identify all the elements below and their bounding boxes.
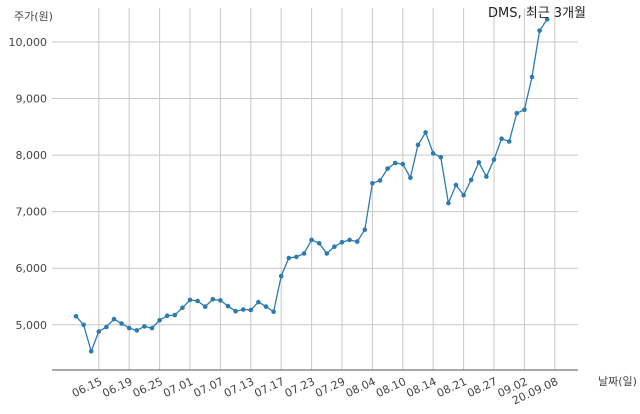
data-point	[453, 182, 459, 188]
x-tick-label: 08.04	[344, 375, 378, 400]
data-point	[126, 325, 132, 331]
data-point	[529, 74, 535, 80]
x-tick-label: 06.25	[131, 375, 165, 400]
data-point	[301, 251, 307, 256]
data-point	[240, 307, 246, 312]
data-point	[149, 325, 155, 331]
data-point	[438, 155, 444, 160]
data-point	[180, 305, 185, 311]
data-point	[294, 254, 299, 260]
data-point	[248, 307, 254, 313]
data-point	[142, 324, 147, 329]
data-point	[96, 329, 102, 334]
data-point	[339, 239, 345, 245]
data-point	[362, 227, 368, 232]
data-point	[218, 298, 223, 303]
data-point	[195, 298, 200, 304]
data-point	[499, 136, 504, 141]
data-point	[392, 160, 398, 166]
x-axis-tick-labels: 06.1506.1906.2507.0107.0707.1307.1707.23…	[70, 375, 560, 407]
data-point	[544, 17, 550, 22]
data-point	[476, 160, 482, 165]
data-point	[172, 312, 178, 318]
x-tick-label: 07.01	[161, 375, 195, 400]
y-axis-tick-labels: 5,000 6,000 7,000 8,000 9,000 10,000	[9, 36, 48, 332]
data-point	[385, 166, 390, 171]
data-point	[225, 303, 231, 309]
data-point	[316, 241, 322, 246]
price-series-points	[73, 17, 550, 354]
x-axis-title: 날짜(일)	[598, 374, 637, 388]
data-point	[537, 28, 542, 33]
data-point	[415, 142, 421, 148]
data-point	[202, 304, 208, 309]
y-tick-label: 7,000	[16, 206, 48, 219]
data-point	[347, 237, 352, 243]
y-tick-label: 9,000	[16, 93, 48, 106]
x-tick-label: 07.23	[283, 375, 317, 400]
x-tick-label: 08.14	[404, 375, 438, 400]
x-tick-label: 08.27	[465, 375, 499, 400]
data-point	[461, 192, 466, 198]
x-tick-label: 08.10	[374, 375, 408, 400]
chart-title: DMS, 최근 3개월	[488, 6, 586, 21]
x-tick-label: 07.17	[252, 375, 286, 400]
data-point	[484, 174, 489, 179]
data-point	[286, 255, 292, 261]
data-point	[506, 139, 512, 144]
data-point	[271, 309, 276, 315]
data-point	[370, 181, 375, 186]
data-point	[187, 297, 193, 303]
y-tick-label: 5,000	[16, 319, 48, 332]
x-tick-label: 07.07	[192, 375, 226, 400]
data-point	[119, 321, 124, 326]
data-point	[408, 175, 413, 180]
grid-lines	[52, 8, 578, 370]
data-point	[88, 349, 94, 354]
x-tick-label: 06.19	[100, 375, 134, 400]
data-point	[263, 304, 269, 309]
data-point	[332, 244, 337, 249]
data-point	[309, 237, 314, 243]
data-point	[324, 251, 330, 256]
data-point	[233, 308, 238, 314]
data-point	[256, 299, 261, 305]
data-point	[134, 328, 140, 333]
data-point	[522, 107, 527, 113]
data-point	[210, 297, 216, 302]
data-point	[491, 157, 497, 162]
data-point	[354, 239, 360, 244]
data-point	[278, 273, 284, 279]
data-point	[164, 313, 170, 319]
data-point	[81, 322, 86, 328]
data-point	[73, 314, 79, 319]
data-point	[468, 177, 474, 183]
x-tick-label: 07.29	[313, 375, 347, 400]
x-tick-label: 08.21	[435, 375, 469, 400]
data-point	[157, 317, 162, 323]
data-point	[400, 161, 406, 167]
data-point	[446, 200, 451, 206]
data-point	[423, 130, 428, 135]
data-point	[104, 324, 109, 330]
data-point	[514, 110, 520, 116]
x-tick-label: 07.13	[222, 375, 256, 400]
y-tick-label: 8,000	[16, 149, 48, 162]
y-tick-label: 10,000	[9, 36, 48, 49]
data-point	[377, 178, 383, 183]
data-point	[430, 151, 436, 156]
data-point	[111, 316, 117, 322]
y-tick-label: 6,000	[16, 262, 48, 275]
x-tick-label: 06.15	[70, 375, 104, 400]
y-axis-title: 주가(원)	[14, 10, 53, 23]
